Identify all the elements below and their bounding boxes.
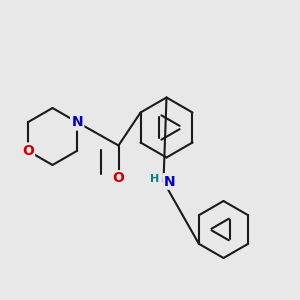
Text: O: O [22,144,34,158]
Text: N: N [71,115,83,129]
Text: N: N [164,175,175,188]
Text: H: H [150,173,159,184]
Text: O: O [112,172,124,185]
